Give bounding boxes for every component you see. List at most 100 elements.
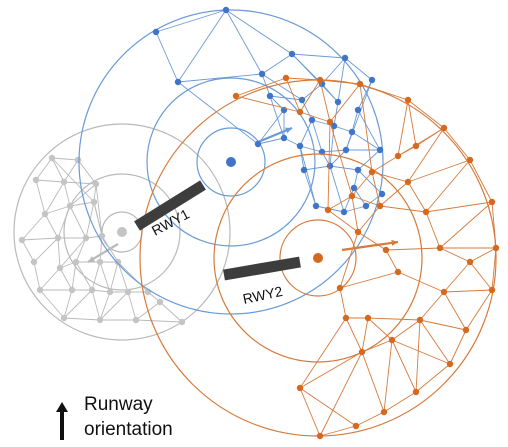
gray-node	[56, 264, 64, 272]
orange-link	[351, 171, 373, 197]
blue-link	[257, 137, 285, 145]
orange-link	[397, 271, 445, 293]
orange-node	[358, 348, 366, 356]
gray-link	[77, 159, 97, 185]
blue-link	[357, 109, 381, 151]
blue-node	[354, 166, 362, 174]
gray-link	[39, 267, 61, 291]
blue-link	[177, 81, 259, 145]
orange-node	[380, 408, 388, 416]
gray-link	[159, 301, 183, 323]
orange-node	[316, 432, 324, 440]
blue-link	[225, 9, 293, 55]
gray-link	[33, 237, 59, 263]
gray-link	[44, 181, 65, 215]
gray-link	[91, 289, 101, 321]
orange-node	[422, 208, 430, 216]
blue-link	[357, 169, 383, 195]
orange-node	[412, 388, 420, 396]
orange-link	[425, 201, 493, 213]
gray-link	[99, 291, 129, 321]
gray-node	[18, 236, 26, 244]
orange-link	[339, 271, 399, 289]
orange-link	[355, 411, 385, 427]
orange-link	[339, 287, 347, 319]
gray-link	[63, 159, 79, 183]
blue-link	[365, 193, 383, 207]
orange-link	[299, 351, 363, 389]
gray-center-node	[117, 227, 127, 237]
orange-link	[299, 317, 347, 389]
orange-node	[440, 124, 448, 132]
orange-link	[345, 317, 363, 353]
orange-link	[491, 247, 497, 291]
gray-link	[117, 261, 129, 293]
orange-link	[285, 77, 301, 113]
orange-node	[440, 288, 448, 296]
blue-link	[269, 95, 303, 101]
gray-link	[21, 213, 46, 241]
orange-link	[319, 425, 357, 437]
gray-link	[75, 261, 93, 291]
orange-link	[419, 319, 451, 365]
blue-node	[348, 128, 356, 136]
blue-link	[321, 149, 347, 153]
orange-node	[416, 316, 424, 324]
orange-link	[443, 127, 471, 161]
orange-link	[391, 339, 451, 365]
orange-node	[356, 80, 364, 88]
orange-link	[299, 387, 321, 437]
gray-range-ring	[13, 123, 231, 341]
orange-link	[327, 195, 353, 211]
gray-link	[57, 237, 61, 269]
orange-link	[407, 181, 427, 213]
orange-link	[449, 329, 467, 365]
orange-link	[415, 319, 421, 393]
gray-link	[44, 205, 71, 215]
orange-node	[348, 192, 356, 200]
runway-orientation-legend: Runway orientation	[52, 392, 222, 444]
blue-link	[329, 165, 345, 213]
blue-node	[342, 146, 350, 154]
orange-link	[351, 195, 359, 233]
blue-node	[222, 6, 230, 14]
blue-node	[280, 134, 288, 142]
blue-range-ring	[196, 127, 266, 197]
orange-node	[342, 314, 350, 322]
orange-node	[352, 422, 360, 430]
gray-link	[51, 157, 95, 203]
orange-link	[329, 121, 353, 197]
orange-link	[285, 77, 321, 81]
orange-link	[491, 201, 497, 249]
gray-link	[95, 183, 103, 237]
blue-network	[78, 6, 386, 315]
orange-node	[436, 244, 444, 252]
gray-link	[109, 261, 119, 293]
gray-node	[96, 258, 104, 266]
orange-heading-arrow	[341, 240, 399, 252]
orange-node	[364, 314, 372, 322]
blue-node	[296, 142, 304, 150]
gray-link	[69, 205, 87, 239]
orange-link	[319, 351, 363, 437]
gray-node	[36, 286, 44, 294]
orange-link	[327, 209, 359, 233]
gray-network	[13, 123, 231, 341]
blue-link	[261, 73, 303, 101]
blue-range-ring	[146, 77, 316, 247]
blue-node	[376, 146, 384, 154]
orange-link	[357, 231, 387, 251]
orange-link	[357, 205, 381, 233]
orange-node	[488, 286, 496, 294]
orange-link	[385, 249, 399, 273]
orange-link	[397, 145, 417, 157]
gray-link	[21, 239, 35, 263]
runway-1: RWY1	[134, 180, 206, 239]
orange-node	[232, 92, 240, 100]
orange-link	[361, 339, 393, 353]
orange-link	[439, 201, 493, 249]
gray-node	[124, 288, 132, 296]
blue-node	[258, 70, 266, 78]
blue-link	[344, 57, 373, 81]
